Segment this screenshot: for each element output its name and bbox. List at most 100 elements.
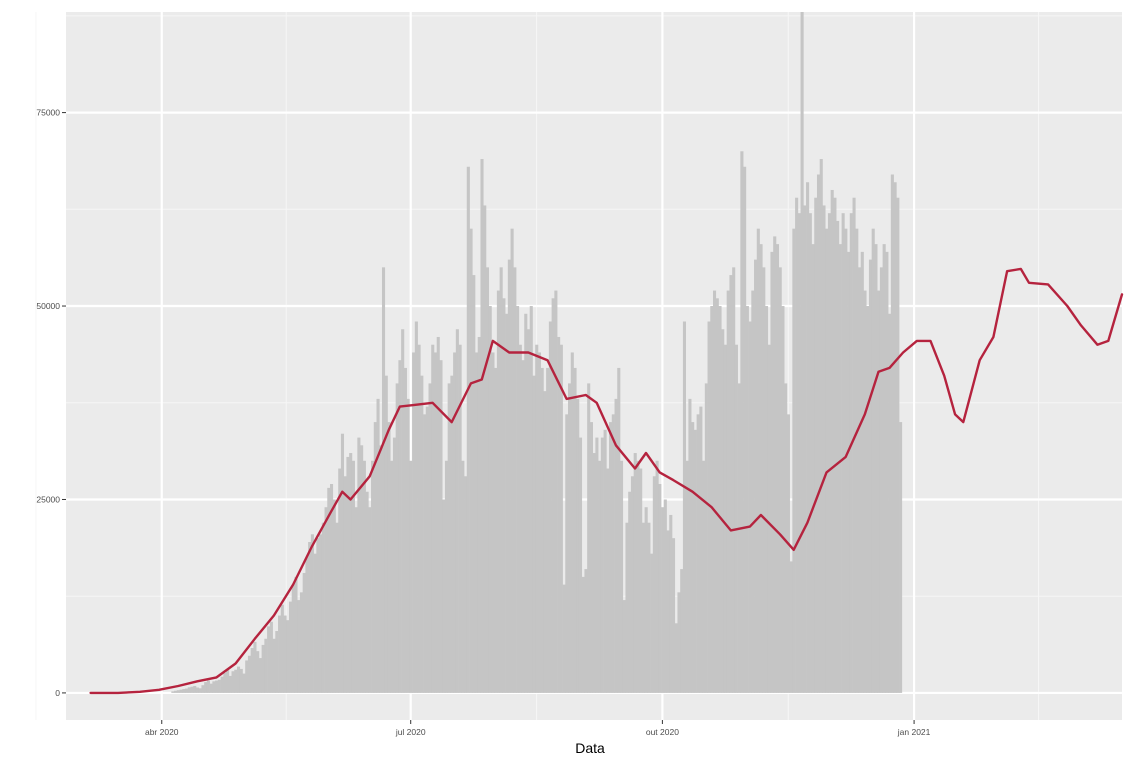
daily-bar: [403, 367, 407, 693]
daily-bar: [666, 530, 670, 693]
daily-bar: [228, 675, 232, 693]
daily-bar: [674, 623, 678, 693]
daily-bar: [573, 367, 577, 693]
daily-bar: [513, 267, 517, 693]
daily-bar: [236, 666, 241, 693]
daily-bar: [516, 306, 520, 693]
daily-bar: [800, 12, 804, 693]
daily-bar: [699, 406, 703, 693]
daily-bar: [784, 383, 788, 693]
daily-bar: [647, 522, 651, 693]
moving-average-line: [89, 267, 1124, 695]
daily-bar: [436, 336, 440, 693]
daily-bar: [584, 569, 588, 693]
daily-bar: [879, 267, 883, 693]
daily-bar: [398, 360, 402, 693]
daily-bar: [860, 251, 864, 693]
daily-bar: [682, 321, 686, 693]
daily-bar: [726, 290, 730, 693]
daily-bar: [349, 453, 353, 693]
daily-bar: [529, 306, 533, 693]
daily-bar: [223, 672, 227, 693]
daily-bar: [548, 321, 552, 693]
daily-bar: [540, 367, 544, 693]
x-axis-title: Data: [575, 740, 605, 756]
daily-bar: [764, 306, 769, 693]
daily-bar: [327, 487, 331, 693]
daily-bar: [193, 685, 197, 693]
daily-bar: [239, 668, 243, 693]
daily-bar: [201, 685, 205, 693]
daily-bar: [559, 344, 563, 693]
daily-bar: [390, 460, 394, 693]
daily-bar: [174, 690, 178, 693]
daily-bar: [187, 687, 191, 693]
daily-bar: [617, 367, 621, 693]
daily-bar: [469, 228, 473, 693]
daily-bar: [838, 244, 842, 693]
daily-bar: [806, 182, 810, 693]
daily-bar: [816, 174, 821, 693]
daily-bar: [568, 383, 572, 693]
daily-bar: [412, 352, 416, 693]
daily-bar: [242, 673, 246, 693]
daily-bar: [283, 615, 287, 693]
daily-bar: [466, 166, 470, 693]
daily-bar: [494, 367, 498, 693]
daily-bar: [767, 344, 771, 693]
daily-bar: [535, 344, 539, 693]
daily-bar: [379, 445, 383, 693]
daily-bar: [723, 344, 728, 693]
daily-bar: [685, 460, 689, 693]
daily-bar: [803, 205, 807, 693]
daily-bar: [893, 182, 897, 693]
daily-bar: [576, 398, 580, 693]
daily-bar: [423, 414, 427, 693]
x-tick-label: abr 2020: [145, 727, 179, 737]
daily-bar: [368, 507, 372, 693]
daily-bar: [425, 406, 429, 693]
daily-bar: [841, 213, 845, 693]
daily-bar: [636, 460, 640, 693]
daily-bar: [587, 383, 591, 693]
daily-bar: [384, 375, 388, 693]
daily-bar: [474, 352, 479, 693]
daily-bar: [373, 422, 377, 693]
daily-bar: [609, 422, 613, 693]
daily-bar: [526, 329, 531, 693]
daily-bar: [844, 228, 848, 693]
daily-bar: [447, 383, 451, 693]
daily-bar: [641, 522, 645, 693]
daily-bar: [185, 688, 189, 693]
daily-bar: [751, 290, 755, 693]
daily-bar: [316, 538, 320, 693]
x-tick-label: out 2020: [646, 727, 679, 737]
daily-bar: [644, 507, 648, 693]
daily-bar: [795, 197, 799, 693]
daily-bar: [392, 437, 397, 693]
daily-bar: [680, 569, 684, 693]
daily-bar: [371, 460, 375, 693]
daily-bar: [849, 213, 853, 693]
daily-bar: [439, 360, 443, 693]
daily-bar: [650, 553, 654, 693]
daily-bar: [510, 228, 514, 693]
daily-bar: [710, 306, 714, 693]
daily-bar: [444, 460, 448, 693]
daily-bar: [622, 600, 626, 693]
daily-bar: [628, 491, 632, 693]
daily-bar: [496, 290, 500, 693]
daily-bar: [450, 375, 454, 693]
daily-bar: [827, 213, 831, 693]
daily-bar: [625, 522, 629, 693]
daily-bar: [258, 658, 262, 693]
daily-bar: [693, 429, 697, 693]
daily-bar: [718, 306, 722, 693]
y-tick-label: 0: [55, 688, 60, 698]
daily-bar: [822, 205, 826, 693]
daily-bar: [603, 429, 607, 693]
daily-bar: [297, 600, 301, 693]
daily-bar: [521, 360, 525, 693]
daily-bar: [319, 534, 323, 693]
daily-bar: [863, 290, 867, 693]
